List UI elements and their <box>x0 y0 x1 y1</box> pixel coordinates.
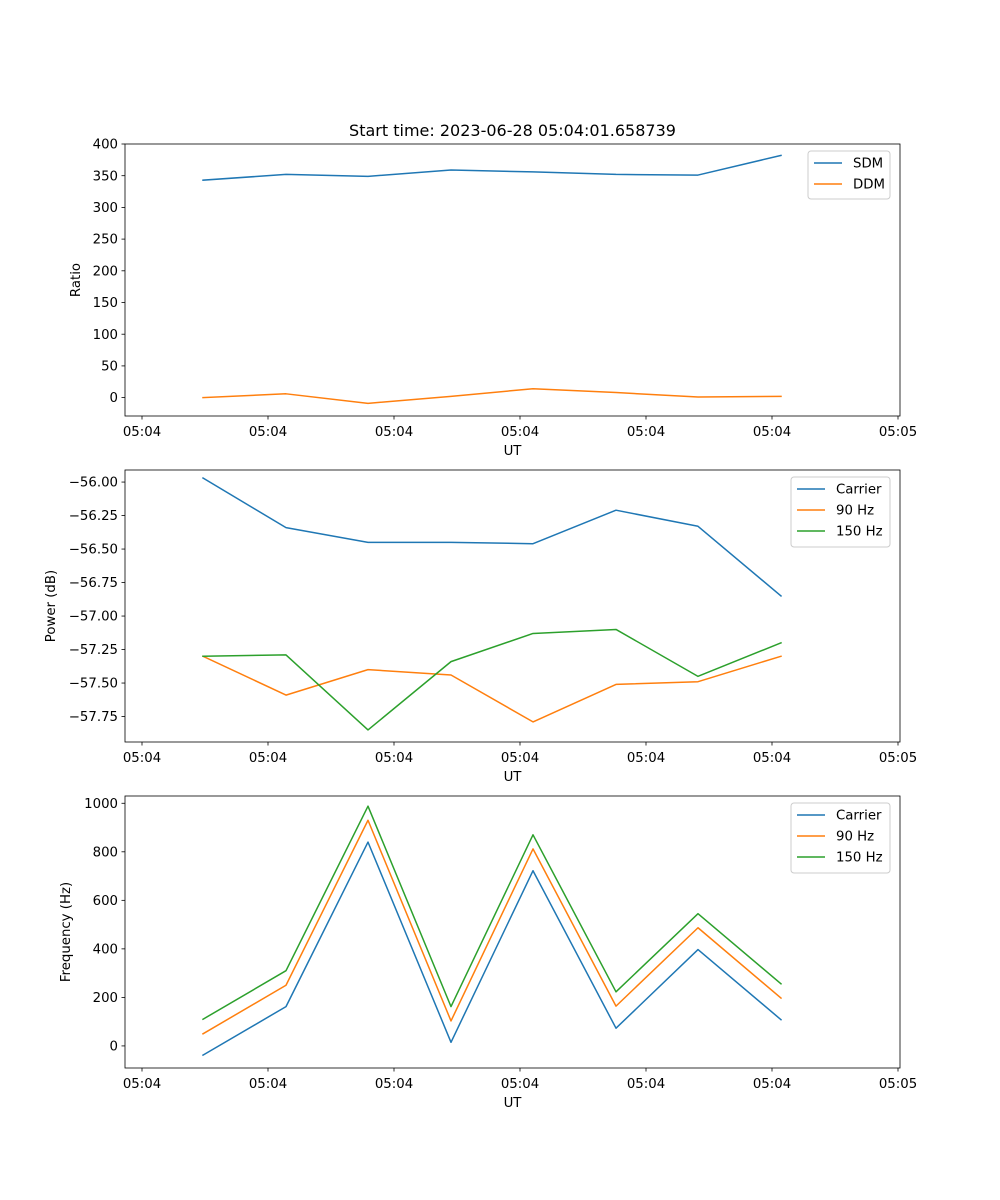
x-tick-label: 05:05 <box>879 1077 917 1092</box>
x-tick-label: 05:05 <box>879 425 917 440</box>
x-tick-label: 05:04 <box>123 1077 161 1092</box>
x-tick-label: 05:04 <box>249 751 287 766</box>
x-tick-label: 05:04 <box>501 1077 539 1092</box>
y-tick-label: 800 <box>93 845 118 860</box>
x-tick-label: 05:04 <box>123 425 161 440</box>
chart-panel-3: 05:04 05:04 05:04 05:04 05:04 05:04 05:05 0 200 4… <box>59 795 917 1111</box>
series-line-carrier <box>201 477 783 598</box>
legend-entry: SDM <box>853 157 883 172</box>
chart-panel-1: 05:04 05:04 05:04 05:04 05:04 05:04 05:05 0 50 10… <box>69 138 917 459</box>
legend: Carrier 90 Hz 150 Hz <box>790 476 891 548</box>
x-tick-label: 05:04 <box>627 1077 665 1092</box>
series-line-ddm <box>202 387 782 405</box>
series-line-90-hz <box>201 819 783 1035</box>
x-tick-label: 05:04 <box>375 751 413 766</box>
y-tick-label: −57.50 <box>69 677 118 692</box>
series-line-150-hz <box>201 805 783 1021</box>
legend: SDM DDM <box>807 150 891 200</box>
y-tick-label: −56.50 <box>69 543 118 558</box>
x-tick-label: 05:04 <box>753 1077 791 1092</box>
charts-container: 05:04 05:04 05:04 05:04 05:04 05:04 05:05 0 50 10… <box>44 138 917 1111</box>
x-axis-label: UT <box>504 1096 523 1111</box>
y-tick-label: 350 <box>93 169 118 184</box>
legend-entry: 90 Hz <box>836 830 874 845</box>
x-tick-label: 05:04 <box>375 1077 413 1092</box>
y-axis-label: Power (dB) <box>44 570 59 642</box>
y-tick-label: 100 <box>93 328 118 343</box>
x-axis-label: UT <box>504 770 523 785</box>
legend-box <box>790 476 891 548</box>
y-tick-label: −56.00 <box>69 476 118 491</box>
x-tick-label: 05:04 <box>249 425 287 440</box>
y-tick-label: 1000 <box>84 797 118 812</box>
y-tick-label: 250 <box>93 233 118 248</box>
legend-entry: 90 Hz <box>836 504 874 519</box>
legend-box <box>790 802 891 874</box>
legend-entry: 150 Hz <box>836 525 883 540</box>
x-tick-label: 05:04 <box>753 751 791 766</box>
y-tick-label: 200 <box>93 991 118 1006</box>
y-tick-label: −57.00 <box>69 610 118 625</box>
x-tick-label: 05:04 <box>501 751 539 766</box>
legend-entry: Carrier <box>836 483 882 498</box>
y-tick-label: 300 <box>93 201 118 216</box>
legend: Carrier 90 Hz 150 Hz <box>790 802 891 874</box>
y-tick-label: 150 <box>93 296 118 311</box>
legend-entry: DDM <box>853 178 885 193</box>
axes-frame <box>124 469 901 743</box>
y-tick-label: 50 <box>101 360 118 375</box>
x-tick-label: 05:04 <box>627 425 665 440</box>
y-tick-label: −56.25 <box>69 509 118 524</box>
legend-entry: Carrier <box>836 809 882 824</box>
x-axis-label: UT <box>504 444 523 459</box>
y-tick-label: 0 <box>110 391 118 406</box>
x-tick-label: 05:04 <box>753 425 791 440</box>
y-tick-label: 400 <box>93 942 118 957</box>
y-tick-label: −57.75 <box>69 710 118 725</box>
x-tick-label: 05:04 <box>123 751 161 766</box>
x-tick-label: 05:04 <box>375 425 413 440</box>
axes-frame <box>124 143 901 417</box>
x-tick-label: 05:04 <box>627 751 665 766</box>
chart-panel-2: 05:04 05:04 05:04 05:04 05:04 05:04 05:05 −57.7… <box>44 469 917 785</box>
y-tick-label: 200 <box>93 264 118 279</box>
y-tick-label: 0 <box>110 1040 118 1055</box>
series-line-90-hz <box>202 655 782 723</box>
y-tick-label: 600 <box>93 894 118 909</box>
y-axis-label: Ratio <box>69 263 84 297</box>
x-tick-label: 05:04 <box>249 1077 287 1092</box>
legend-entry: 150 Hz <box>836 851 883 866</box>
y-tick-label: −57.25 <box>69 643 118 658</box>
series-line-carrier <box>201 841 783 1057</box>
x-tick-label: 05:05 <box>879 751 917 766</box>
series-line-150-hz <box>202 628 782 731</box>
series-line-sdm <box>202 154 782 181</box>
y-axis-label: Frequency (Hz) <box>59 882 74 982</box>
y-tick-label: −56.75 <box>69 576 118 591</box>
axes-frame <box>124 795 901 1069</box>
x-tick-label: 05:04 <box>501 425 539 440</box>
y-tick-label: 400 <box>93 138 118 153</box>
chart-title: Start time: 2023-06-28 05:04:01.658739 <box>349 121 676 140</box>
